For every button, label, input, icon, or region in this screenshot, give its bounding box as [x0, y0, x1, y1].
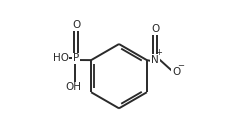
- Text: P: P: [73, 53, 79, 64]
- Text: −: −: [177, 61, 184, 70]
- Text: N: N: [151, 55, 159, 65]
- Text: HO: HO: [53, 53, 69, 64]
- Text: OH: OH: [66, 82, 82, 92]
- Text: O: O: [172, 67, 180, 77]
- Text: O: O: [151, 24, 159, 34]
- Text: +: +: [155, 48, 162, 57]
- Text: O: O: [72, 20, 80, 30]
